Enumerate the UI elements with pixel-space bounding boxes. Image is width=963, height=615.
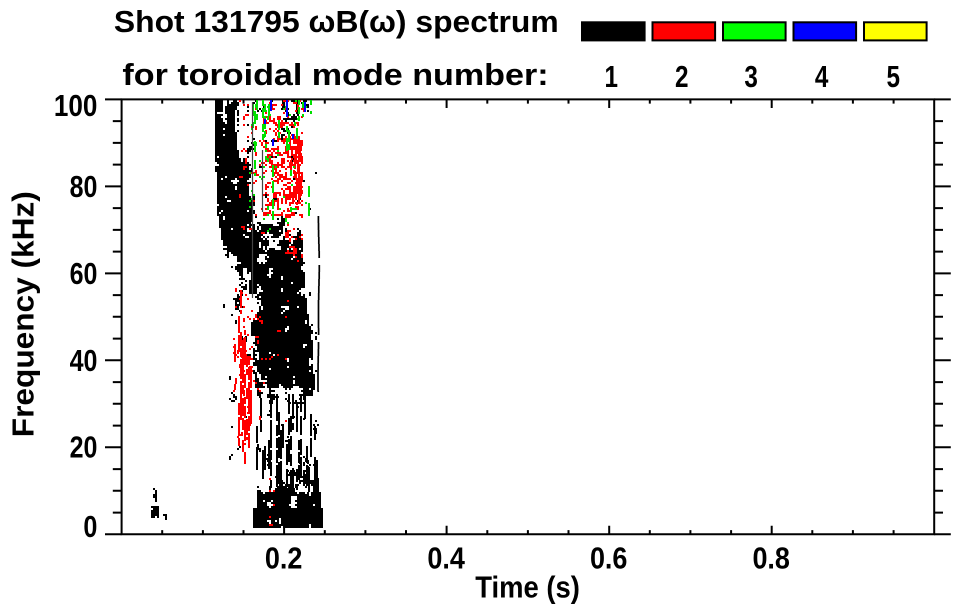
svg-text:0.6: 0.6: [590, 541, 628, 576]
svg-text:0.4: 0.4: [427, 541, 465, 576]
svg-text:4: 4: [815, 59, 829, 94]
svg-text:60: 60: [70, 256, 98, 291]
svg-text:Frequency (kHz): Frequency (kHz): [5, 191, 40, 437]
svg-text:0.8: 0.8: [752, 541, 790, 576]
svg-text:Time (s): Time (s): [475, 570, 580, 605]
svg-text:80: 80: [70, 169, 98, 204]
svg-text:2: 2: [675, 59, 689, 94]
svg-text:100: 100: [54, 88, 98, 123]
svg-text:0: 0: [83, 509, 97, 544]
svg-text:5: 5: [887, 59, 901, 94]
svg-text:20: 20: [70, 430, 98, 465]
svg-text:40: 40: [70, 343, 98, 378]
svg-text:Shot 131795 ωB(ω) spectrum: Shot 131795 ωB(ω) spectrum: [114, 4, 559, 39]
svg-text:0.2: 0.2: [265, 541, 303, 576]
svg-text:1: 1: [605, 59, 619, 94]
svg-text:3: 3: [744, 59, 758, 94]
svg-text:for toroidal mode number:: for toroidal mode number:: [122, 57, 548, 92]
